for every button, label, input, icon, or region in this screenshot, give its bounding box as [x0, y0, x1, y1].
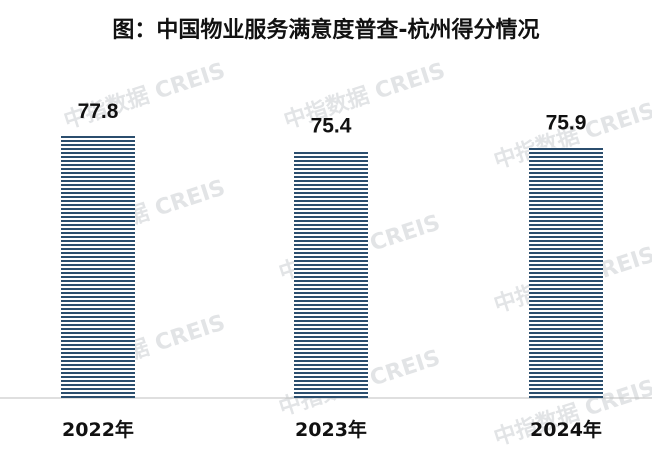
bar-value-label: 77.8: [78, 100, 119, 123]
x-tick-label: 2024年: [530, 418, 602, 441]
bar-value-label: 75.4: [311, 115, 352, 138]
x-tick-label: 2023年: [295, 418, 367, 441]
bar-3: [529, 147, 603, 398]
bar-value-label: 75.9: [546, 111, 587, 134]
chart-title: 图：中国物业服务满意度普查-杭州得分情况: [112, 18, 540, 43]
x-tick-label: 2022年: [62, 418, 134, 441]
bars-group: 77.8 2022年 75.4 2023年 75.9 2024年: [61, 100, 603, 441]
bar-1: [61, 135, 135, 398]
bar-2: [294, 150, 368, 398]
